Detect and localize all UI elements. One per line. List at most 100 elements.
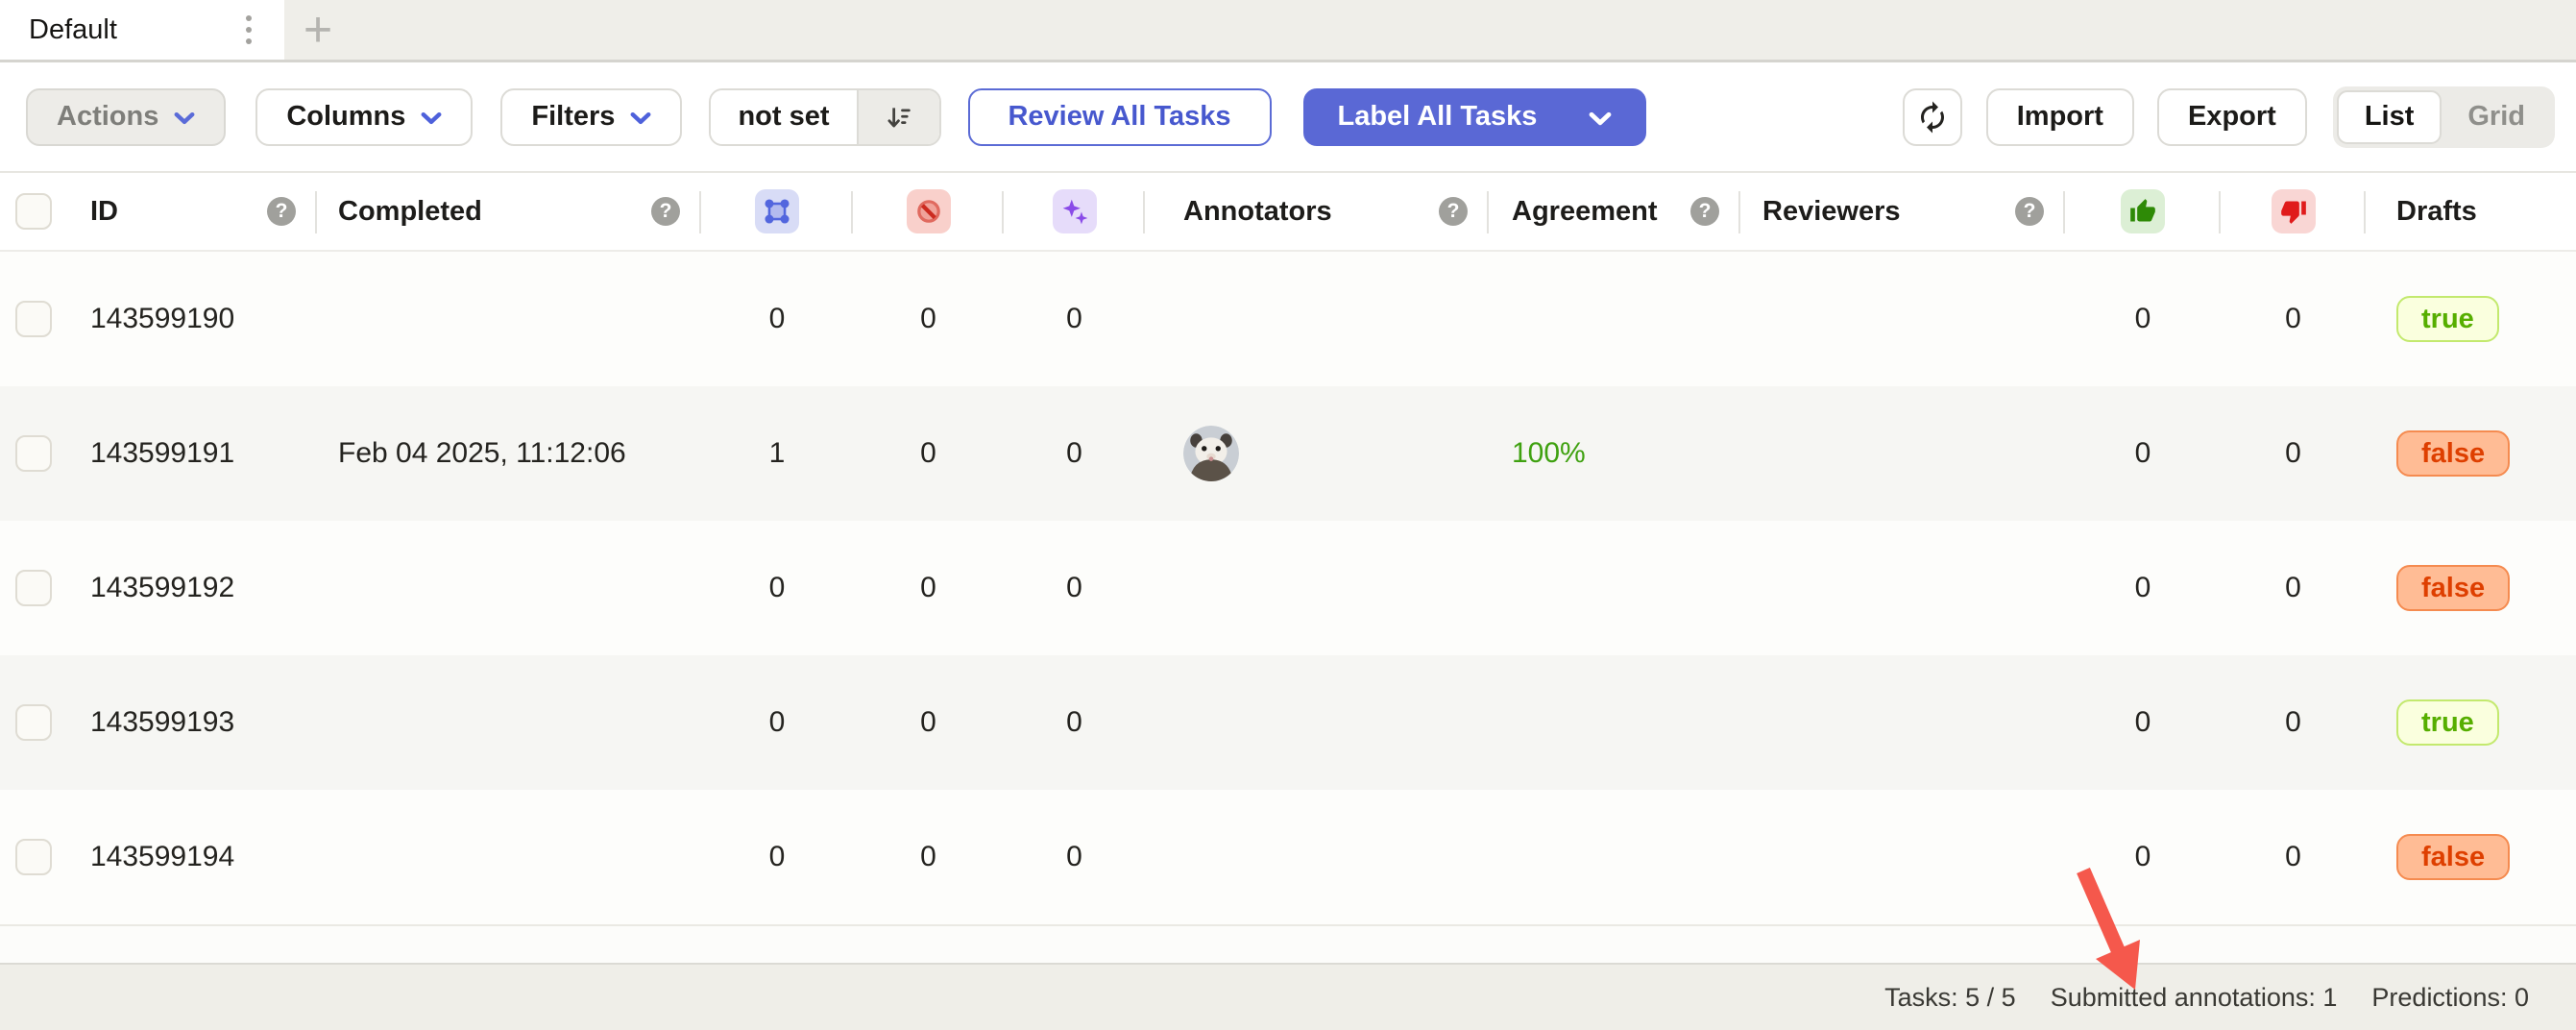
chevron-down-icon bbox=[174, 111, 195, 125]
annotations-count: 1 bbox=[768, 437, 786, 469]
question-mark-icon[interactable]: ? bbox=[2015, 197, 2044, 226]
row-checkbox[interactable] bbox=[15, 704, 52, 741]
task-table-body: 143599190 0 0 0 0 0 true 143599191 Feb 0… bbox=[0, 252, 2576, 926]
columns-label: Columns bbox=[286, 101, 406, 132]
column-header-cancelled[interactable] bbox=[853, 173, 1004, 250]
question-mark-icon[interactable]: ? bbox=[1690, 197, 1719, 226]
review-all-tasks-button[interactable]: Review All Tasks bbox=[967, 87, 1272, 146]
question-mark-icon[interactable]: ? bbox=[267, 197, 296, 226]
cancelled-count: 0 bbox=[920, 303, 936, 334]
review-all-tasks-label: Review All Tasks bbox=[1008, 101, 1231, 132]
accepted-count: 0 bbox=[2134, 303, 2151, 334]
accepted-count: 0 bbox=[2134, 706, 2151, 738]
chevron-down-icon[interactable] bbox=[1589, 111, 1612, 126]
view-toggle[interactable]: List Grid bbox=[2332, 86, 2555, 148]
task-id: 143599190 bbox=[90, 303, 235, 334]
row-checkbox[interactable] bbox=[15, 301, 52, 337]
status-bar: Tasks: 5 / 5 Submitted annotations: 1 Pr… bbox=[0, 963, 2576, 1030]
actions-button[interactable]: Actions bbox=[26, 87, 227, 146]
toolbar: Actions Columns Filters not set Review A… bbox=[0, 62, 2576, 173]
agreement-value: 100% bbox=[1512, 437, 1586, 469]
export-button[interactable]: Export bbox=[2156, 87, 2307, 146]
question-mark-icon[interactable]: ? bbox=[651, 197, 680, 226]
table-header: ID ? Completed ? Annotators ? Agreement … bbox=[0, 173, 2576, 252]
predictions-count-total: Predictions: 0 bbox=[2371, 982, 2529, 1012]
refresh-button[interactable] bbox=[1902, 87, 1962, 146]
view-toggle-list[interactable]: List bbox=[2336, 89, 2442, 144]
import-label: Import bbox=[2016, 101, 2103, 132]
row-checkbox[interactable] bbox=[15, 435, 52, 472]
refresh-icon bbox=[1915, 100, 1950, 135]
accepted-count: 0 bbox=[2134, 437, 2151, 469]
actions-label: Actions bbox=[57, 101, 159, 132]
tab-label: Default bbox=[29, 13, 117, 45]
column-header-completed[interactable]: Completed ? bbox=[317, 173, 701, 250]
export-label: Export bbox=[2187, 101, 2276, 132]
cancelled-icon bbox=[906, 189, 951, 233]
predictions-count: 0 bbox=[1066, 303, 1082, 334]
tab-bar: Default + bbox=[0, 0, 2576, 62]
select-all-checkbox[interactable] bbox=[15, 193, 52, 230]
column-header-annotators[interactable]: Annotators ? bbox=[1145, 173, 1489, 250]
cancelled-count: 0 bbox=[920, 437, 936, 469]
drafts-badge: false bbox=[2396, 833, 2511, 881]
filters-label: Filters bbox=[531, 101, 616, 132]
column-header-drafts[interactable]: Drafts bbox=[2396, 195, 2477, 227]
tasks-count: Tasks: 5 / 5 bbox=[1884, 982, 2016, 1012]
select-all-cell bbox=[0, 173, 67, 250]
view-toggle-grid[interactable]: Grid bbox=[2467, 101, 2525, 132]
table-row[interactable]: 143599190 0 0 0 0 0 true bbox=[0, 252, 2576, 386]
label-all-tasks-button[interactable]: Label All Tasks bbox=[1302, 87, 1646, 146]
task-completed: Feb 04 2025, 11:12:06 bbox=[338, 437, 626, 469]
column-header-id[interactable]: ID ? bbox=[67, 173, 317, 250]
submitted-annotations-count: Submitted annotations: 1 bbox=[2050, 982, 2338, 1012]
tab-default[interactable]: Default bbox=[0, 0, 284, 60]
annotations-count: 0 bbox=[768, 841, 786, 872]
ordering-control[interactable]: not set bbox=[709, 87, 941, 146]
column-header-predictions[interactable] bbox=[1004, 173, 1145, 250]
predictions-count: 0 bbox=[1066, 841, 1082, 872]
add-tab-button[interactable]: + bbox=[284, 0, 352, 60]
columns-button[interactable]: Columns bbox=[255, 87, 474, 146]
ordering-value[interactable]: not set bbox=[711, 89, 857, 144]
table-row[interactable]: 143599192 0 0 0 0 0 false bbox=[0, 521, 2576, 655]
kebab-menu-icon[interactable] bbox=[238, 8, 259, 52]
row-checkbox[interactable] bbox=[15, 570, 52, 606]
thumbs-down-icon bbox=[2271, 189, 2316, 233]
annotators-cell bbox=[1145, 426, 1489, 481]
sort-descending-icon[interactable] bbox=[856, 89, 939, 144]
cancelled-count: 0 bbox=[920, 706, 936, 738]
column-header-accepted[interactable] bbox=[2065, 173, 2221, 250]
table-row[interactable]: 143599193 0 0 0 0 0 true bbox=[0, 655, 2576, 790]
rejected-count: 0 bbox=[2285, 303, 2301, 334]
table-row[interactable]: 143599194 0 0 0 0 0 false bbox=[0, 790, 2576, 924]
task-id: 143599193 bbox=[90, 706, 235, 738]
annotations-count: 0 bbox=[768, 572, 786, 603]
cancelled-count: 0 bbox=[920, 572, 936, 603]
column-header-rejected[interactable] bbox=[2221, 173, 2366, 250]
rejected-count: 0 bbox=[2285, 572, 2301, 603]
task-id: 143599192 bbox=[90, 572, 235, 603]
toolbar-right-group: Import Export List Grid bbox=[1902, 86, 2555, 148]
task-id: 143599191 bbox=[90, 437, 235, 469]
sparkles-icon bbox=[1052, 189, 1097, 233]
plus-icon: + bbox=[303, 2, 333, 58]
column-header-agreement[interactable]: Agreement ? bbox=[1489, 173, 1740, 250]
predictions-count: 0 bbox=[1066, 437, 1082, 469]
filters-button[interactable]: Filters bbox=[500, 87, 683, 146]
chevron-down-icon bbox=[630, 111, 651, 125]
column-header-reviewers[interactable]: Reviewers ? bbox=[1740, 173, 2065, 250]
annotations-count: 0 bbox=[768, 706, 786, 738]
drafts-badge: true bbox=[2396, 699, 2499, 747]
question-mark-icon[interactable]: ? bbox=[1439, 197, 1468, 226]
row-checkbox[interactable] bbox=[15, 839, 52, 875]
table-row[interactable]: 143599191 Feb 04 2025, 11:12:06 1 0 0 10… bbox=[0, 386, 2576, 521]
import-button[interactable]: Import bbox=[1985, 87, 2134, 146]
thumbs-up-icon bbox=[2121, 189, 2165, 233]
opossum-avatar[interactable] bbox=[1183, 426, 1239, 481]
cancelled-count: 0 bbox=[920, 841, 936, 872]
drafts-badge: false bbox=[2396, 564, 2511, 612]
rejected-count: 0 bbox=[2285, 841, 2301, 872]
column-header-annotations[interactable] bbox=[701, 173, 853, 250]
drafts-badge: false bbox=[2396, 429, 2511, 478]
